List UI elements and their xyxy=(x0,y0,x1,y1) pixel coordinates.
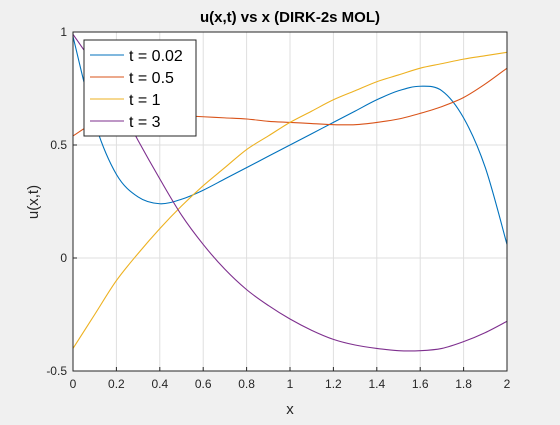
x-tick-label: 0.2 xyxy=(108,377,125,391)
x-tick-label: 0.4 xyxy=(151,377,168,391)
y-tick-label: 1 xyxy=(60,25,67,39)
legend-box xyxy=(83,39,197,137)
y-tick-label: 0 xyxy=(60,251,67,265)
legend-label: t = 0.5 xyxy=(129,70,174,87)
series-line-3 xyxy=(72,51,508,349)
ticks: 0 0.2 0.4 0.6 0.8 1 1.2 1.4 1.6 1.8 2-0.500.51 xyxy=(46,25,510,391)
legend-label: t = 3 xyxy=(129,114,161,131)
x-tick-label: 0 xyxy=(70,377,77,391)
legend-label: t = 0.02 xyxy=(129,48,183,65)
legend: t = 0.02 t = 0.5 t = 1 t = 3 xyxy=(83,39,197,137)
series-lines xyxy=(72,33,508,352)
x-axis-label: x xyxy=(286,401,294,418)
x-tick-label: 0.8 xyxy=(238,377,255,391)
x-tick-label: 1.6 xyxy=(412,377,429,391)
y-axis-label: u(x,t) xyxy=(25,185,42,219)
x-tick-label: 1.4 xyxy=(368,377,385,391)
series-line-4 xyxy=(72,33,508,352)
x-tick-label: 1.8 xyxy=(455,377,472,391)
y-tick-label: -0.5 xyxy=(46,364,67,378)
chart-title: u(x,t) vs x (DIRK-2s MOL) xyxy=(200,9,380,26)
legend-label: t = 1 xyxy=(129,92,161,109)
x-tick-label: 2 xyxy=(504,377,511,391)
series-line-1 xyxy=(72,36,508,245)
x-tick-label: 1 xyxy=(287,377,294,391)
x-tick-label: 1.2 xyxy=(325,377,342,391)
x-tick-label: 0.6 xyxy=(195,377,212,391)
y-tick-label: 0.5 xyxy=(50,138,67,152)
